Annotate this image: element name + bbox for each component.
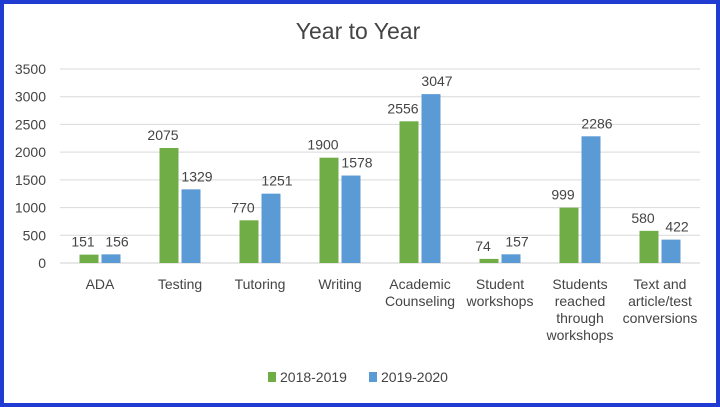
data-label: 156 [105, 233, 129, 249]
data-label: 1329 [181, 168, 212, 184]
bar-2018-2019-3 [319, 157, 339, 263]
x-category-label: Writing [318, 276, 361, 292]
data-label: 422 [665, 219, 689, 235]
x-category-label: Testing [158, 276, 202, 292]
x-category-line: Text and [634, 276, 687, 292]
legend-label: 2019-2020 [381, 369, 448, 385]
x-category-line: through [556, 310, 603, 326]
bar-2019-2020-5 [501, 254, 521, 263]
data-label: 2075 [147, 127, 178, 143]
data-label: 580 [631, 210, 655, 226]
x-category-line: Student [476, 276, 524, 292]
x-category-line: workshops [466, 293, 534, 309]
x-category-line: Academic [389, 276, 450, 292]
bar-2019-2020-0 [101, 254, 121, 263]
bar-2019-2020-6 [581, 136, 601, 263]
bar-2018-2019-5 [479, 258, 499, 263]
data-label: 157 [505, 233, 529, 249]
data-label: 3047 [421, 73, 452, 89]
data-label: 770 [231, 199, 255, 215]
x-category-label: Text and article/test conversions [623, 276, 698, 326]
x-category-line: Tutoring [235, 276, 286, 292]
y-tick-label: 1000 [15, 200, 46, 216]
x-category-label: Students reached through workshops [546, 276, 614, 343]
data-label: 74 [475, 238, 491, 254]
bar-2019-2020-1 [181, 189, 201, 263]
chart-title: Year to Year [296, 18, 421, 44]
x-category-line: Testing [158, 276, 202, 292]
y-tick-label: 2000 [15, 144, 46, 160]
data-label: 999 [551, 187, 575, 203]
data-label: 1900 [307, 137, 338, 153]
bar-2018-2019-7 [639, 230, 659, 263]
bar-2019-2020-7 [661, 239, 681, 263]
y-tick-label: 0 [38, 255, 46, 271]
x-category-label: ADA [86, 276, 115, 292]
data-label: 1578 [341, 155, 372, 171]
x-category-line: ADA [86, 276, 115, 292]
bar-2018-2019-1 [159, 147, 179, 263]
x-category-line: reached [555, 293, 606, 309]
bar-2019-2020-2 [261, 193, 281, 263]
x-category-line: conversions [623, 310, 698, 326]
x-category-label: Academic Counseling [385, 276, 455, 309]
x-category-line: workshops [546, 327, 614, 343]
bar-2018-2019-6 [559, 207, 579, 263]
bar-2019-2020-3 [341, 175, 361, 263]
legend-swatch [369, 372, 377, 382]
gridlines [60, 68, 700, 236]
bar-2018-2019-2 [239, 220, 259, 263]
x-category-line: Writing [318, 276, 361, 292]
x-category-label: Tutoring [235, 276, 286, 292]
x-axis-categories: ADA Testing Tutoring Writing Academic Counsel… [86, 276, 698, 343]
bars [79, 94, 681, 263]
bar-2018-2019-4 [399, 121, 419, 263]
legend: 2018-2019 2019-2020 [268, 369, 448, 385]
x-category-line: article/test [628, 293, 692, 309]
y-axis-ticks: 0 500 1000 1500 2000 2500 3000 3500 [15, 61, 46, 271]
data-label: 2286 [581, 115, 612, 131]
x-category-line: Students [552, 276, 607, 292]
y-tick-label: 1500 [15, 172, 46, 188]
y-tick-label: 3000 [15, 89, 46, 105]
y-tick-label: 2500 [15, 116, 46, 132]
data-label: 1251 [261, 173, 292, 189]
y-tick-label: 500 [23, 227, 47, 243]
legend-label: 2018-2019 [280, 369, 347, 385]
legend-swatch [268, 372, 276, 382]
bar-2019-2020-4 [421, 94, 441, 263]
x-category-line: Counseling [385, 293, 455, 309]
data-label: 2556 [387, 100, 418, 116]
data-label: 151 [71, 234, 95, 250]
x-category-label: Student workshops [466, 276, 534, 309]
bar-2018-2019-0 [79, 254, 99, 263]
y-tick-label: 3500 [15, 61, 46, 77]
